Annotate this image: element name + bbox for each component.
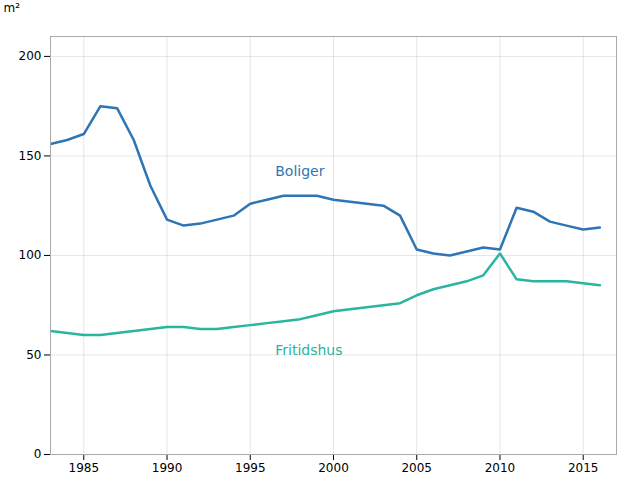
svg-text:Boliger: Boliger bbox=[275, 163, 324, 179]
svg-text:1990: 1990 bbox=[152, 461, 183, 475]
svg-text:2015: 2015 bbox=[568, 461, 599, 475]
svg-text:2010: 2010 bbox=[485, 461, 516, 475]
svg-text:m²: m² bbox=[4, 1, 21, 15]
svg-text:0: 0 bbox=[34, 447, 42, 461]
svg-text:150: 150 bbox=[19, 149, 42, 163]
svg-text:Fritidshus: Fritidshus bbox=[275, 342, 342, 358]
svg-text:1985: 1985 bbox=[69, 461, 100, 475]
svg-text:1995: 1995 bbox=[235, 461, 266, 475]
svg-text:100: 100 bbox=[19, 248, 42, 262]
svg-text:2005: 2005 bbox=[401, 461, 432, 475]
svg-text:2000: 2000 bbox=[318, 461, 349, 475]
svg-text:50: 50 bbox=[26, 348, 41, 362]
svg-text:200: 200 bbox=[19, 49, 42, 63]
